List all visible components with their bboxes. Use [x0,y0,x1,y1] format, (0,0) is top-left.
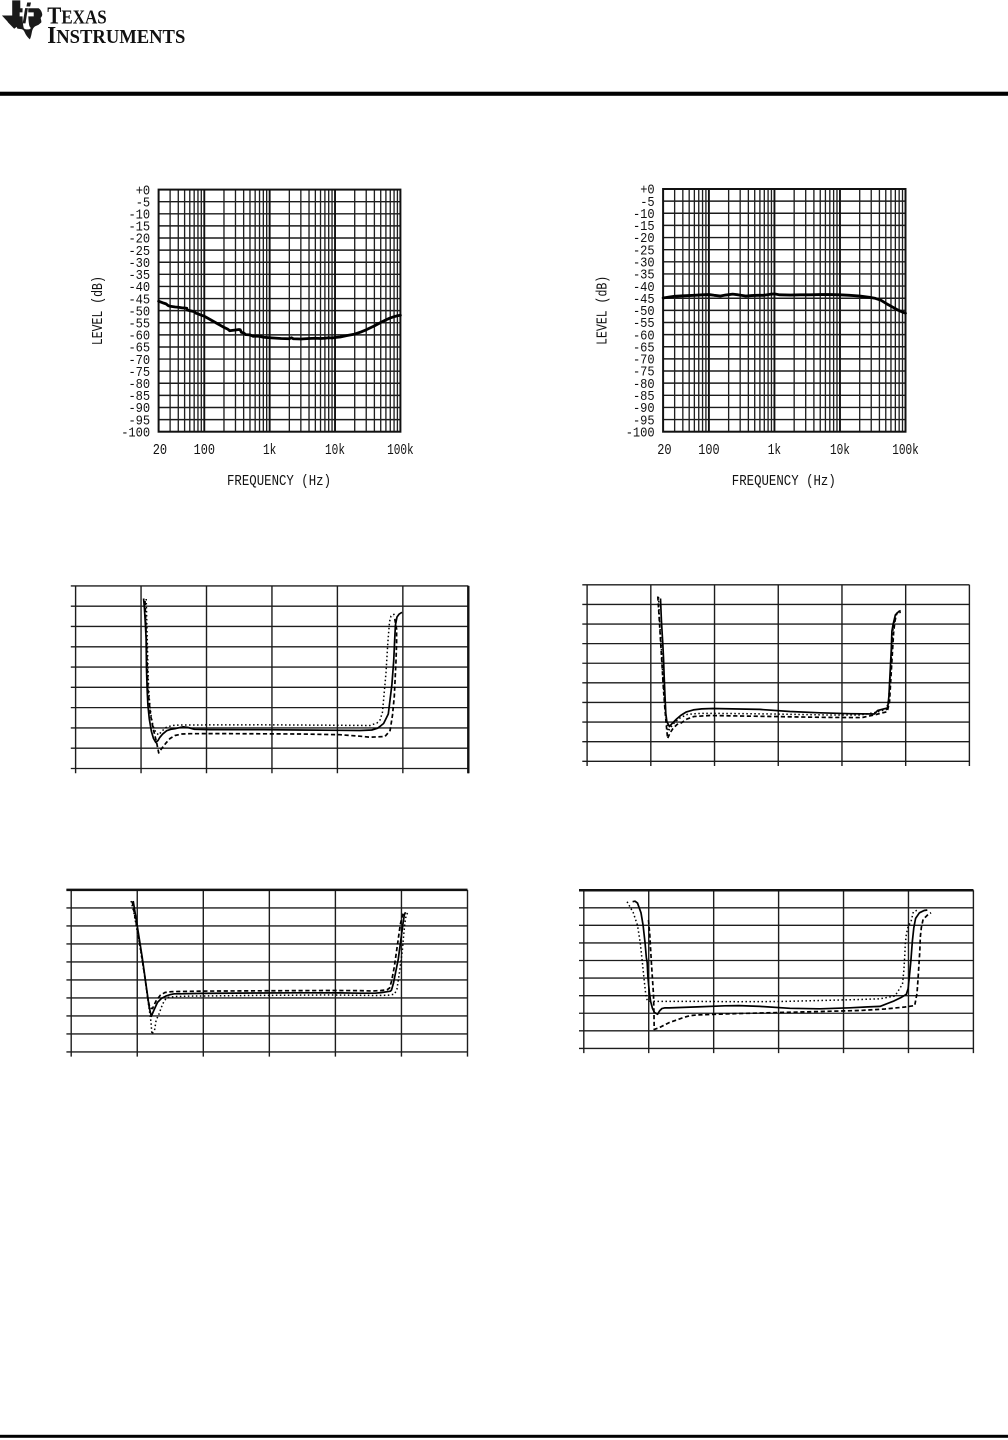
svg-text:-5: -5 [640,196,655,211]
svg-text:20: 20 [657,442,671,459]
svg-text:100k: 100k [892,442,919,459]
svg-text:-35: -35 [633,269,655,284]
svg-text:10k: 10k [325,442,345,459]
svg-text:100: 100 [698,442,719,459]
svg-text:-65: -65 [633,341,655,356]
svg-text:1k: 1k [263,442,276,459]
svg-text:-55: -55 [633,317,655,332]
svg-text:-80: -80 [128,378,150,393]
svg-text:100: 100 [194,442,215,459]
svg-text:-60: -60 [128,330,150,345]
svg-text:-40: -40 [633,281,655,296]
svg-text:-45: -45 [633,293,655,308]
svg-text:TEXAS: TEXAS [47,3,107,30]
svg-text:-50: -50 [128,305,150,320]
svg-text:+0: +0 [136,184,151,199]
svg-text:-90: -90 [633,402,655,417]
svg-text:-10: -10 [128,209,150,224]
svg-text:-60: -60 [633,329,655,344]
svg-text:-95: -95 [633,414,655,429]
svg-text:LEVEL (dB): LEVEL (dB) [90,276,107,345]
svg-text:-15: -15 [633,220,655,235]
svg-text:100k: 100k [387,442,414,459]
svg-text:+0: +0 [640,184,655,199]
svg-text:-65: -65 [128,342,150,357]
svg-text:-70: -70 [633,354,655,369]
svg-text:-85: -85 [633,390,655,405]
svg-text:-75: -75 [128,366,150,381]
svg-text:-70: -70 [128,354,150,369]
svg-text:-30: -30 [633,257,655,272]
svg-text:-50: -50 [633,305,655,320]
svg-text:LEVEL (dB): LEVEL (dB) [595,276,612,345]
svg-text:-100: -100 [626,426,655,441]
svg-text:-100: -100 [121,426,150,441]
svg-text:-30: -30 [128,257,150,272]
svg-text:-20: -20 [128,233,150,248]
svg-text:INSTRUMENTS: INSTRUMENTS [47,22,185,49]
svg-text:-35: -35 [128,269,150,284]
svg-text:-55: -55 [128,317,150,332]
svg-text:FREQUENCY (Hz): FREQUENCY (Hz) [227,473,331,490]
svg-text:-75: -75 [633,366,655,381]
svg-text:-80: -80 [633,378,655,393]
svg-text:FREQUENCY (Hz): FREQUENCY (Hz) [732,473,836,490]
svg-text:-85: -85 [128,390,150,405]
svg-text:-10: -10 [633,208,655,223]
svg-text:-15: -15 [128,221,150,236]
svg-text:-25: -25 [128,245,150,260]
svg-text:20: 20 [153,442,167,459]
svg-text:1k: 1k [768,442,781,459]
svg-text:-20: -20 [633,232,655,247]
svg-text:-40: -40 [128,281,150,296]
svg-text:-90: -90 [128,402,150,417]
svg-text:-5: -5 [136,196,151,211]
svg-text:-45: -45 [128,293,150,308]
svg-text:-25: -25 [633,244,655,259]
svg-text:10k: 10k [830,442,850,459]
svg-text:-95: -95 [128,414,150,429]
